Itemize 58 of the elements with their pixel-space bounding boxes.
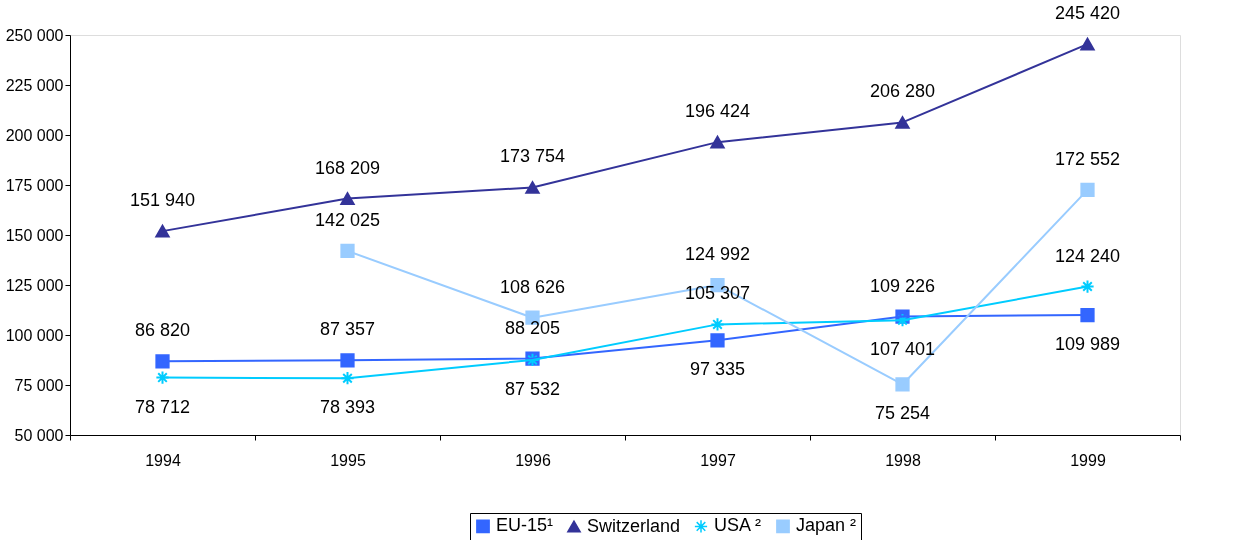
point (340, 192, 355, 205)
y-tick-label: 225 000 (5, 76, 64, 94)
y-tick-label: 175 000 (5, 176, 64, 194)
data-label: 109 989 (1054, 334, 1121, 355)
data-label: 78 393 (319, 397, 376, 418)
data-label: 196 424 (684, 101, 751, 122)
x-tick-label: 1997 (700, 451, 736, 469)
data-label: 97 335 (689, 359, 746, 380)
data-label: 206 280 (869, 81, 936, 102)
point (525, 181, 540, 194)
x-tick-label: 1999 (1070, 451, 1106, 469)
data-label: 88 205 (504, 317, 561, 338)
legend-label: USA ² (714, 515, 762, 536)
data-label: 107 401 (869, 339, 936, 360)
x-tick-label: 1998 (885, 451, 921, 469)
x-tick-label: 1995 (330, 451, 366, 469)
point (340, 353, 355, 368)
point (710, 317, 725, 332)
legend-label: EU-15¹ (496, 515, 554, 536)
point (340, 243, 355, 259)
data-label: 87 357 (319, 319, 376, 340)
data-label: 168 209 (314, 157, 381, 178)
y-tick-label: 75 000 (14, 376, 64, 394)
y-tick-label: 200 000 (5, 126, 64, 144)
y-tick-label: 250 000 (5, 26, 64, 44)
data-label: 108 626 (499, 276, 566, 297)
data-label: 151 940 (129, 190, 196, 211)
data-label: 173 754 (499, 146, 566, 167)
point (895, 377, 910, 392)
data-label: 86 820 (134, 320, 191, 341)
legend-label: Switzerland (587, 515, 681, 536)
point (895, 313, 910, 328)
x-tick-label: 1996 (515, 451, 551, 469)
x-tick-label: 1994 (145, 451, 181, 469)
y-tick-label: 50 000 (14, 426, 64, 444)
point (1080, 279, 1095, 294)
y-tick-label: 100 000 (5, 326, 64, 344)
data-label: 78 712 (134, 396, 191, 417)
y-tick-label: 125 000 (5, 276, 64, 294)
data-label: 124 992 (684, 244, 751, 265)
data-label: 109 226 (869, 275, 936, 296)
data-label: 172 552 (1054, 148, 1121, 169)
point (340, 371, 355, 386)
data-label: 87 532 (504, 378, 561, 399)
point (1080, 307, 1095, 323)
y-tick-label: 150 000 (5, 226, 64, 244)
data-label: 75 254 (874, 403, 931, 424)
data-label: 124 240 (1054, 245, 1121, 266)
data-label: 105 307 (684, 283, 751, 304)
data-label: 142 025 (314, 209, 381, 230)
legend-label: Japan ² (796, 515, 857, 536)
point (710, 333, 725, 348)
point (155, 354, 170, 369)
point (155, 370, 170, 385)
point (895, 116, 910, 129)
point (1080, 182, 1095, 198)
point (155, 224, 170, 238)
data-label: 245 420 (1054, 3, 1121, 24)
